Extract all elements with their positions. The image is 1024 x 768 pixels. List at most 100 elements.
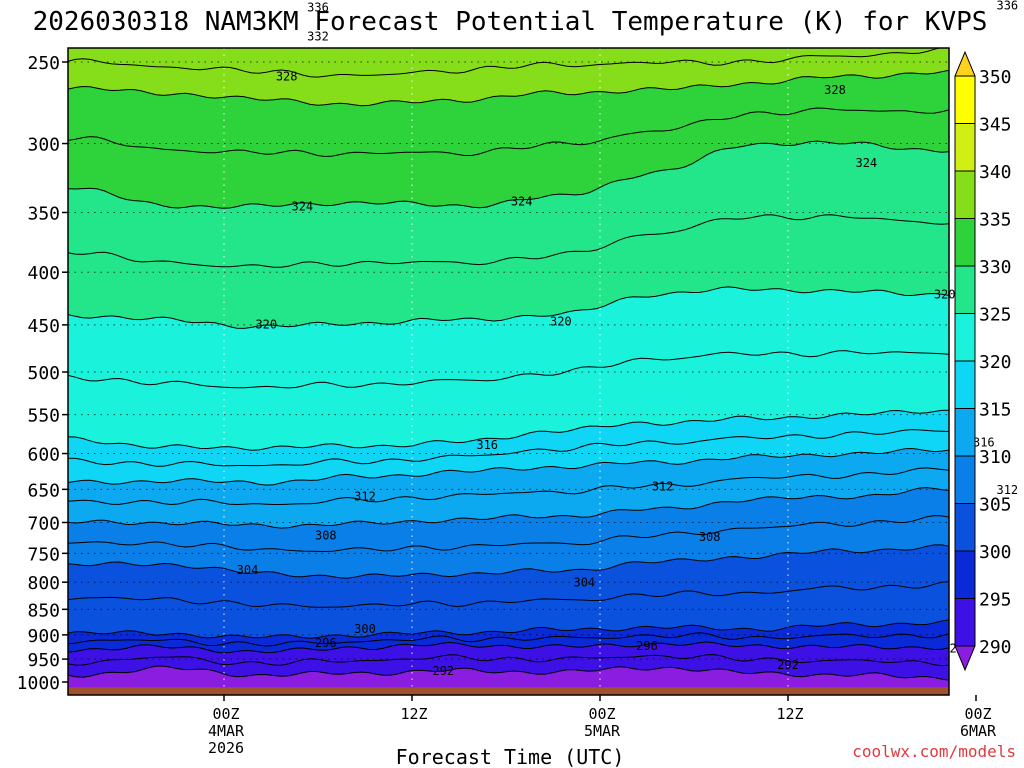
colorbar-swatch	[954, 123, 976, 172]
x-tick-label: 12Z	[776, 705, 803, 723]
contour-314	[68, 429, 949, 467]
colorbar-swatch	[954, 218, 976, 267]
contour-label: 308	[699, 530, 721, 544]
contour-label: 328	[824, 83, 846, 97]
y-tick-label: 500	[27, 363, 60, 384]
colorbar-tick-label: 340	[979, 162, 1012, 183]
contour-298	[68, 632, 949, 647]
contour-324	[68, 140, 949, 209]
colorbar-swatch	[954, 503, 976, 552]
y-axis: 250 300 350 400 450 500 550 600 650 700 750 800 850 9…	[17, 53, 68, 694]
contour-label: 304	[237, 563, 259, 577]
colorbar-tick-label: 350	[979, 67, 1012, 88]
chart-title: 2026030318 NAM3KM Forecast Potential Tem…	[33, 7, 988, 37]
contour-label: 336	[307, 0, 329, 14]
contour-label: 292	[777, 658, 799, 672]
y-tick-label: 950	[27, 650, 60, 671]
band-328	[68, 48, 949, 106]
y-tick-label: 750	[27, 544, 60, 565]
contour-302	[68, 581, 949, 608]
contour-326	[68, 107, 949, 158]
contour-304	[68, 544, 949, 579]
colorbar-swatch	[954, 550, 976, 599]
contour-label: 328	[276, 70, 298, 84]
contour-label: 324	[855, 156, 877, 170]
contour-label: 312	[996, 483, 1018, 497]
contour-316	[68, 409, 949, 451]
x-tick-label: 00Z	[588, 705, 615, 723]
colorbar-swatch	[954, 170, 976, 219]
y-tick-label: 650	[27, 480, 60, 501]
x-tick-label: 00Z	[964, 705, 991, 723]
contour-318	[68, 350, 949, 389]
x-tick-label: 12Z	[400, 705, 427, 723]
colorbar-swatch	[954, 455, 976, 504]
colorbar-tick-label: 335	[979, 210, 1012, 231]
contour-296	[68, 641, 949, 654]
y-tick-label: 850	[27, 600, 60, 621]
colorbar-tick-label: 290	[979, 637, 1012, 658]
x-tick-label: 5MAR	[584, 722, 621, 740]
contour-label: 324	[291, 200, 313, 214]
colorbar-swatch	[954, 360, 976, 409]
contour-310	[68, 467, 949, 506]
colorbar-swatch	[954, 75, 976, 124]
x-axis-label: Forecast Time (UTC)	[396, 745, 625, 768]
contour-308	[68, 487, 949, 529]
contour-label: 296	[315, 636, 337, 650]
colorbar-swatch	[954, 265, 976, 314]
y-tick-label: 300	[27, 135, 60, 156]
x-tick-label: 6MAR	[960, 722, 997, 740]
colorbar-swatch	[954, 598, 976, 647]
contour-label: 292	[432, 664, 454, 678]
y-tick-label: 900	[27, 626, 60, 647]
colorbar-min-arrow	[954, 645, 976, 672]
y-tick-label: 600	[27, 445, 60, 466]
colorbar-tick-label: 325	[979, 305, 1012, 326]
colorbar-tick-label: 310	[979, 447, 1012, 468]
contour-338	[68, 0, 949, 3]
contour-label: 324	[511, 194, 533, 208]
colorbar-max-arrow	[954, 50, 976, 77]
contour-label: 296	[636, 639, 658, 653]
colorbar-tick-label: 345	[979, 115, 1012, 136]
colorbar-swatch	[954, 313, 976, 362]
contour-306	[68, 515, 949, 553]
credit-text: coolwx.com/models	[852, 742, 1016, 761]
colorbar: 350 345 340 335 330 325 320 315 310 305 300 295 290	[954, 50, 1012, 672]
contour-312	[68, 447, 949, 486]
contour-lines	[68, 0, 949, 681]
contour-label: 336	[996, 0, 1018, 12]
contour-label: 320	[934, 288, 956, 302]
colorbar-tick-label: 305	[979, 495, 1012, 516]
contour-label: 320	[550, 314, 572, 328]
contour-label: 332	[307, 30, 329, 44]
contour-label: 320	[255, 317, 277, 331]
y-tick-label: 350	[27, 203, 60, 224]
terrain-bar	[68, 687, 949, 695]
y-tick-label: 250	[27, 53, 60, 74]
y-tick-label: 550	[27, 406, 60, 427]
contour-label: 300	[354, 622, 376, 636]
colorbar-swatch	[954, 408, 976, 457]
y-tick-label: 700	[27, 513, 60, 534]
contour-294	[68, 654, 949, 667]
plot-area	[68, 48, 949, 695]
y-tick-label: 800	[27, 573, 60, 594]
colorbar-tick-label: 300	[979, 542, 1012, 563]
contour-328	[68, 69, 949, 107]
colorbar-tick-label: 320	[979, 352, 1012, 373]
contour-label: 316	[476, 438, 498, 452]
x-tick-label: 2026	[208, 739, 244, 757]
contour-300	[68, 619, 949, 639]
contour-322	[68, 214, 949, 268]
contour-330	[68, 48, 942, 78]
colorbar-tick-label: 315	[979, 400, 1012, 421]
contour-320	[68, 286, 949, 329]
y-tick-label: 450	[27, 316, 60, 337]
colorbar-tick-label: 295	[979, 590, 1012, 611]
contour-label: 304	[573, 576, 595, 590]
y-tick-label: 400	[27, 263, 60, 284]
